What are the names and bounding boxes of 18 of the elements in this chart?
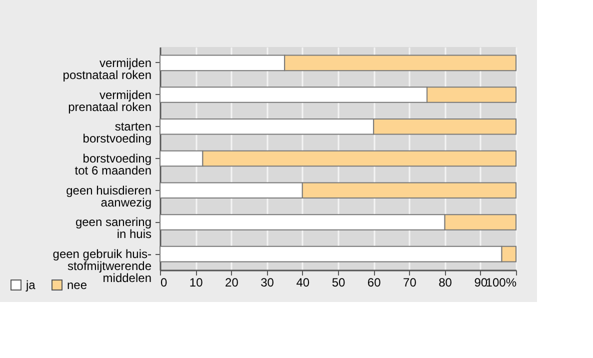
x-tick-label: 90: [474, 276, 488, 290]
legend-label: ja: [25, 278, 36, 292]
x-tick-label: 80: [438, 276, 452, 290]
y-tick-label: vermijden postnataal roken: [62, 56, 152, 82]
y-tick-label: starten borstvoeding: [82, 120, 152, 146]
y-tick-label: borstvoeding tot 6 maanden: [74, 152, 152, 178]
y-tick-label: vermijden prenataal roken: [68, 88, 152, 114]
x-tick-label: 100%: [486, 276, 517, 290]
y-tick-label: geen huisdieren aanwezig: [66, 183, 152, 210]
x-tick-label: 20: [225, 276, 239, 290]
x-tick-label: 30: [260, 276, 274, 290]
x-tick-label: 70: [403, 276, 417, 290]
y-tick-label: geen sanering in huis: [75, 215, 152, 242]
x-tick-label: 60: [367, 276, 382, 290]
x-tick-label: 10: [189, 276, 204, 290]
x-tick-label: 50: [332, 276, 346, 290]
x-tick-label: 0: [160, 276, 168, 290]
x-tick-label: 40: [296, 276, 310, 290]
